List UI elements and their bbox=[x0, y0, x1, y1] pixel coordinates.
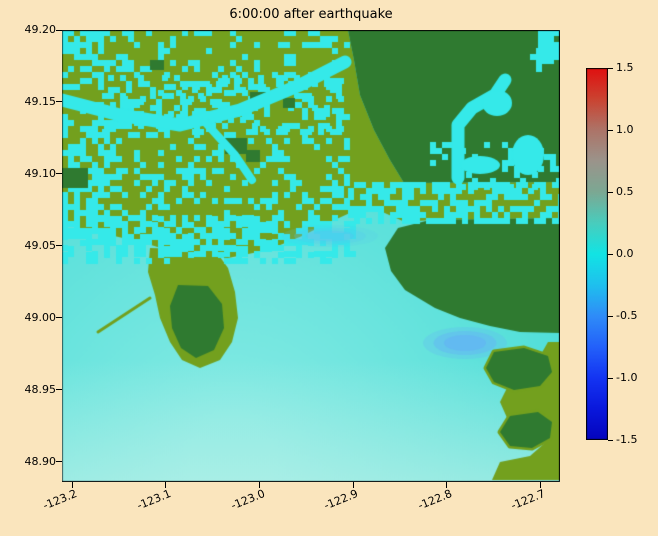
y-tick-label: 49.05 bbox=[24, 238, 57, 252]
y-tick-label: 49.10 bbox=[24, 166, 57, 180]
y-tick-mark bbox=[56, 245, 62, 247]
y-tick-mark bbox=[56, 461, 62, 463]
colorbar-tick-mark bbox=[608, 191, 613, 193]
y-tick-label: 48.90 bbox=[24, 454, 57, 468]
y-tick-mark bbox=[56, 29, 62, 31]
x-tick-mark bbox=[165, 482, 167, 488]
x-tick-label: -123.2 bbox=[41, 487, 80, 513]
y-tick-mark bbox=[56, 389, 62, 391]
y-tick-label: 48.95 bbox=[24, 382, 57, 396]
x-tick-mark bbox=[71, 482, 73, 488]
plot-title: 6:00:00 after earthquake bbox=[229, 7, 393, 22]
colorbar-tick-label: -1.5 bbox=[616, 433, 638, 446]
x-tick-label: -123.1 bbox=[135, 487, 173, 513]
y-tick-label: 49.20 bbox=[24, 23, 57, 36]
map-canvas bbox=[62, 30, 560, 482]
y-tick-mark bbox=[56, 173, 62, 175]
colorbar-tick-label: 0.0 bbox=[616, 247, 634, 260]
x-tick-mark bbox=[259, 482, 260, 488]
colorbar-tick-label: 1.5 bbox=[616, 61, 634, 74]
x-tick-mark bbox=[352, 482, 354, 488]
colorbar-tick-mark bbox=[608, 253, 613, 255]
colorbar-tick-mark bbox=[608, 315, 613, 317]
y-tick-label: 49.15 bbox=[24, 94, 57, 108]
x-tick-label: -122.7 bbox=[509, 487, 548, 513]
colorbar-canvas bbox=[586, 68, 608, 440]
x-tick-label: -122.8 bbox=[415, 487, 454, 513]
colorbar-tick-label: -0.5 bbox=[616, 309, 638, 322]
y-tick-mark bbox=[56, 101, 62, 103]
x-tick-label: -122.9 bbox=[322, 487, 360, 513]
colorbar-tick-label: 1.0 bbox=[616, 123, 634, 136]
colorbar-tick-label: -1.0 bbox=[616, 371, 638, 384]
y-tick-mark bbox=[56, 317, 62, 319]
colorbar-tick-mark bbox=[608, 67, 613, 69]
colorbar-tick-mark bbox=[608, 439, 613, 441]
colorbar-tick-mark bbox=[608, 129, 613, 131]
x-tick-mark bbox=[539, 482, 541, 488]
x-tick-mark bbox=[446, 482, 448, 488]
y-tick-label: 49.00 bbox=[24, 310, 57, 324]
colorbar-tick-mark bbox=[608, 377, 613, 379]
colorbar-tick-label: 0.5 bbox=[616, 185, 634, 198]
x-tick-label: -123.0 bbox=[228, 487, 267, 513]
